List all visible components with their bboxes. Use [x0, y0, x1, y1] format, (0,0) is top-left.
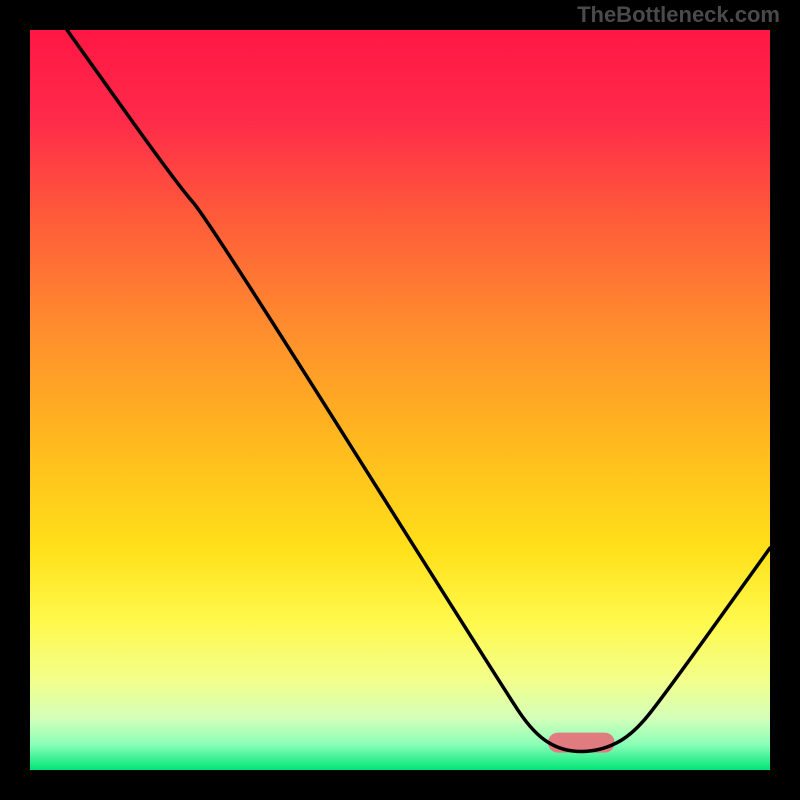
watermark-text: TheBottleneck.com: [577, 2, 780, 28]
gradient-background: [30, 30, 770, 770]
bottleneck-chart: [30, 30, 770, 770]
